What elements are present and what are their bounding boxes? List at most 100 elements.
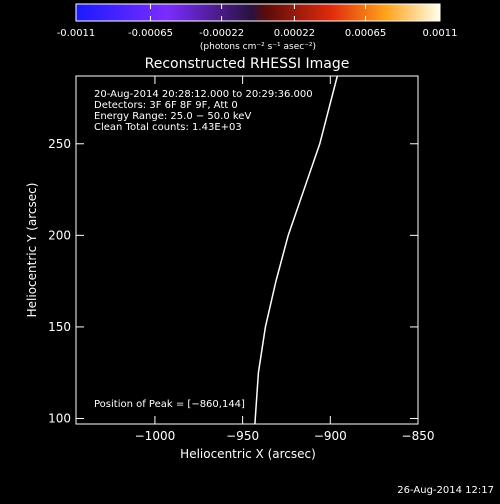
heatmap-cell [188,372,196,381]
heatmap-cell [195,380,203,388]
heatmap-cell [139,240,147,249]
heatmap-cell [384,321,393,330]
heatmap-cell [412,343,418,352]
heatmap-cell [216,123,224,132]
heatmap-cell [139,108,147,117]
heatmap-cell [244,116,252,125]
heatmap-cell [258,416,266,424]
heatmap-cell [349,79,358,88]
heatmap-cell [335,358,344,366]
heatmap-cell [111,123,119,132]
heatmap-cell [83,76,91,81]
heatmap-cell [321,255,330,264]
heatmap-cell [370,409,379,418]
heatmap-cell [391,189,400,198]
heatmap-cell [391,174,400,183]
heatmap-cell [342,204,351,213]
heatmap-cell [188,233,196,242]
heatmap-cell [384,380,393,388]
heatmap-cell [125,189,133,198]
heatmap-cell [363,255,372,264]
heatmap-cell [125,233,133,242]
heatmap-cell [174,233,182,242]
heatmap-cell [230,409,238,418]
heatmap-cell [223,277,231,286]
heatmap-cell [181,167,189,176]
heatmap-cell [195,174,203,183]
heatmap-cell [349,160,358,169]
heatmap-cell [314,226,323,235]
heatmap-cell [293,416,301,424]
heatmap-cell [209,262,217,271]
heatmap-cell [405,123,414,132]
heatmap-cell [279,233,287,242]
heatmap-cell [265,79,273,88]
heatmap-cell [244,145,252,154]
heatmap-cell [181,145,189,154]
heatmap-cell [342,314,351,322]
heatmap-cell [265,380,273,388]
heatmap-cell [125,226,133,235]
heatmap-cell [202,284,210,293]
heatmap-cell [377,380,386,388]
heatmap-cell [174,174,182,183]
heatmap-cell [405,233,414,242]
heatmap-cell [111,328,119,337]
heatmap-cell [370,152,379,161]
heatmap-cell [356,123,365,132]
heatmap-cell [181,218,189,227]
heatmap-cell [342,174,351,183]
heatmap-cell [132,94,140,103]
heatmap-cell [370,262,379,271]
heatmap-cell [307,380,316,388]
heatmap-cell [230,365,238,374]
heatmap-cell [300,233,309,242]
heatmap-cell [356,167,365,176]
heatmap-cell [300,365,309,374]
heatmap-cell [293,86,301,95]
y-tick-label: 100 [48,412,71,426]
heatmap-cell [90,108,98,117]
heatmap-cell [377,284,386,293]
heatmap-cell [377,182,386,191]
heatmap-cell [174,248,182,256]
heatmap-cell [97,262,105,271]
heatmap-cell [405,152,414,161]
heatmap-cell [153,358,161,366]
heatmap-cell [314,321,323,330]
heatmap-cell [244,306,252,315]
heatmap-cell [412,394,418,403]
heatmap-cell [97,248,105,256]
heatmap-cell [342,292,351,300]
heatmap-cell [181,76,189,81]
heatmap-cell [412,350,418,359]
heatmap-cell [412,152,418,161]
heatmap-cell [181,292,189,300]
heatmap-cell [111,402,119,410]
heatmap-cell [328,218,337,227]
heatmap-cell [349,284,358,293]
heatmap-cell [146,372,154,381]
heatmap-cell [377,240,386,249]
heatmap-cell [384,152,393,161]
heatmap-cell [76,394,84,403]
heatmap-cell [349,394,358,403]
heatmap-cell [104,86,112,95]
heatmap-cell [188,182,196,191]
heatmap-cell [132,350,140,359]
heatmap-cell [293,343,301,352]
heatmap-cell [118,299,126,308]
heatmap-cell [307,94,316,103]
heatmap-cell [209,86,217,95]
heatmap-cell [181,123,189,132]
heatmap-cell [76,343,84,352]
heatmap-cell [244,292,252,300]
heatmap-cell [251,130,259,139]
heatmap-cell [230,277,238,286]
heatmap-cell [412,328,418,337]
heatmap-cell [244,365,252,374]
heatmap-cell [293,402,301,410]
heatmap-cell [258,167,266,176]
heatmap-cell [125,277,133,286]
heatmap-cell [174,314,182,322]
